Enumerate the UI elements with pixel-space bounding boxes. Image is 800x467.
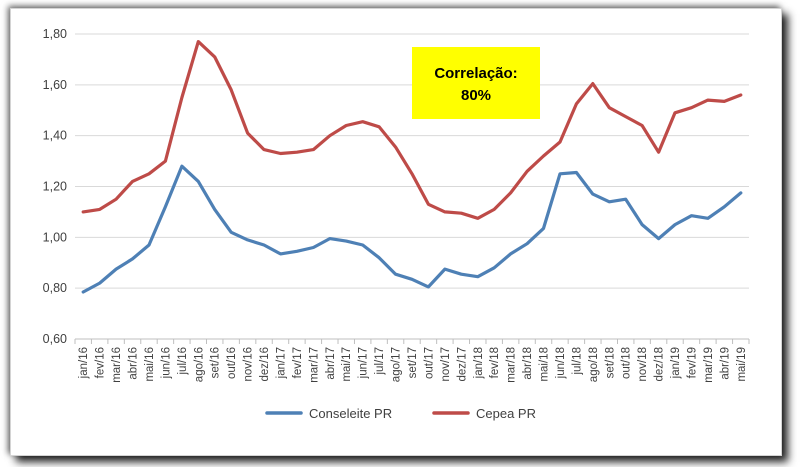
x-tick-label: dez/16 [259, 347, 271, 382]
annotation-background [412, 47, 540, 119]
x-tick-label: jan/16 [78, 347, 90, 379]
x-tick-label: abr/19 [719, 347, 731, 380]
legend-label: Conseleite PR [309, 406, 392, 421]
x-tick-label: jun/17 [358, 347, 370, 379]
x-tick-label: ago/17 [391, 347, 403, 382]
x-axis-categories: jan/16 fev/16 mar/16 abr/16 mai/16 jun/16 jul/… [74, 339, 750, 383]
x-tick-label: ago/18 [588, 347, 600, 382]
series-line-conseleite-pr [81, 164, 743, 294]
x-tick-label: jul/18 [571, 347, 583, 376]
x-tick-label: dez/18 [654, 347, 666, 382]
x-tick-label: mai/17 [341, 347, 353, 382]
annotation-text: Correlação: [434, 65, 517, 82]
x-tick-label: fev/19 [686, 347, 698, 378]
x-tick-label: nov/16 [243, 347, 255, 382]
x-tick-label: out/17 [423, 347, 435, 379]
x-tick-label: set/17 [407, 347, 419, 378]
x-tick-label: jan/18 [473, 347, 485, 379]
x-tick-label: jan/19 [670, 347, 682, 379]
x-tick-label: jul/16 [177, 347, 189, 376]
x-tick-label: fev/16 [95, 347, 107, 378]
x-tick-label: jun/16 [160, 347, 172, 379]
x-tick-label: jan/17 [275, 347, 287, 379]
x-tick-label: set/18 [604, 347, 616, 378]
annotation-text: 80% [461, 87, 491, 104]
x-tick-label: mar/19 [703, 347, 715, 383]
x-tick-label: mar/18 [506, 347, 518, 383]
x-tick-label: fev/18 [489, 347, 501, 378]
series-lines [81, 39, 743, 294]
x-tick-label: abr/17 [325, 347, 337, 380]
x-tick-label: mai/16 [144, 347, 156, 382]
x-tick-label: mar/17 [308, 347, 320, 383]
y-tick-label: 0,80 [43, 281, 67, 295]
x-tick-label: abr/16 [128, 347, 140, 380]
y-tick-label: 1,20 [43, 180, 67, 194]
y-tick-label: 1,00 [43, 230, 67, 244]
x-tick-label: mai/19 [736, 347, 748, 382]
y-axis-ticks: 0,60 0,80 1,00 1,20 1,40 1,60 1,80 [43, 27, 67, 346]
x-tick-label: abr/18 [522, 347, 534, 380]
legend-label: Cepea PR [476, 406, 536, 421]
x-tick-label: nov/17 [440, 347, 452, 382]
x-tick-label: set/16 [210, 347, 222, 378]
series-line-cepea-pr [81, 39, 743, 220]
x-tick-label: jun/18 [555, 347, 567, 379]
x-tick-label: out/16 [226, 347, 238, 379]
line-chart: 0,60 0,80 1,00 1,20 1,40 1,60 1,80 jan/16 fev/1… [43, 27, 750, 421]
y-tick-label: 0,60 [43, 332, 67, 346]
x-tick-label: mai/18 [539, 347, 551, 382]
legend: Conseleite PR Cepea PR [265, 406, 536, 421]
x-tick-label: dez/17 [456, 347, 468, 382]
x-tick-label: jul/17 [374, 347, 386, 376]
x-tick-label: mar/16 [111, 347, 123, 383]
x-tick-label: fev/17 [292, 347, 304, 378]
y-tick-label: 1,60 [43, 78, 67, 92]
y-tick-label: 1,80 [43, 27, 67, 41]
x-tick-label: nov/18 [637, 347, 649, 382]
chart-frame: 0,60 0,80 1,00 1,20 1,40 1,60 1,80 jan/16 fev/1… [10, 8, 782, 456]
x-tick-label: ago/16 [193, 347, 205, 382]
y-tick-label: 1,40 [43, 129, 67, 143]
annotation-box: Correlação: 80% [412, 47, 540, 119]
x-tick-label: out/18 [621, 347, 633, 379]
